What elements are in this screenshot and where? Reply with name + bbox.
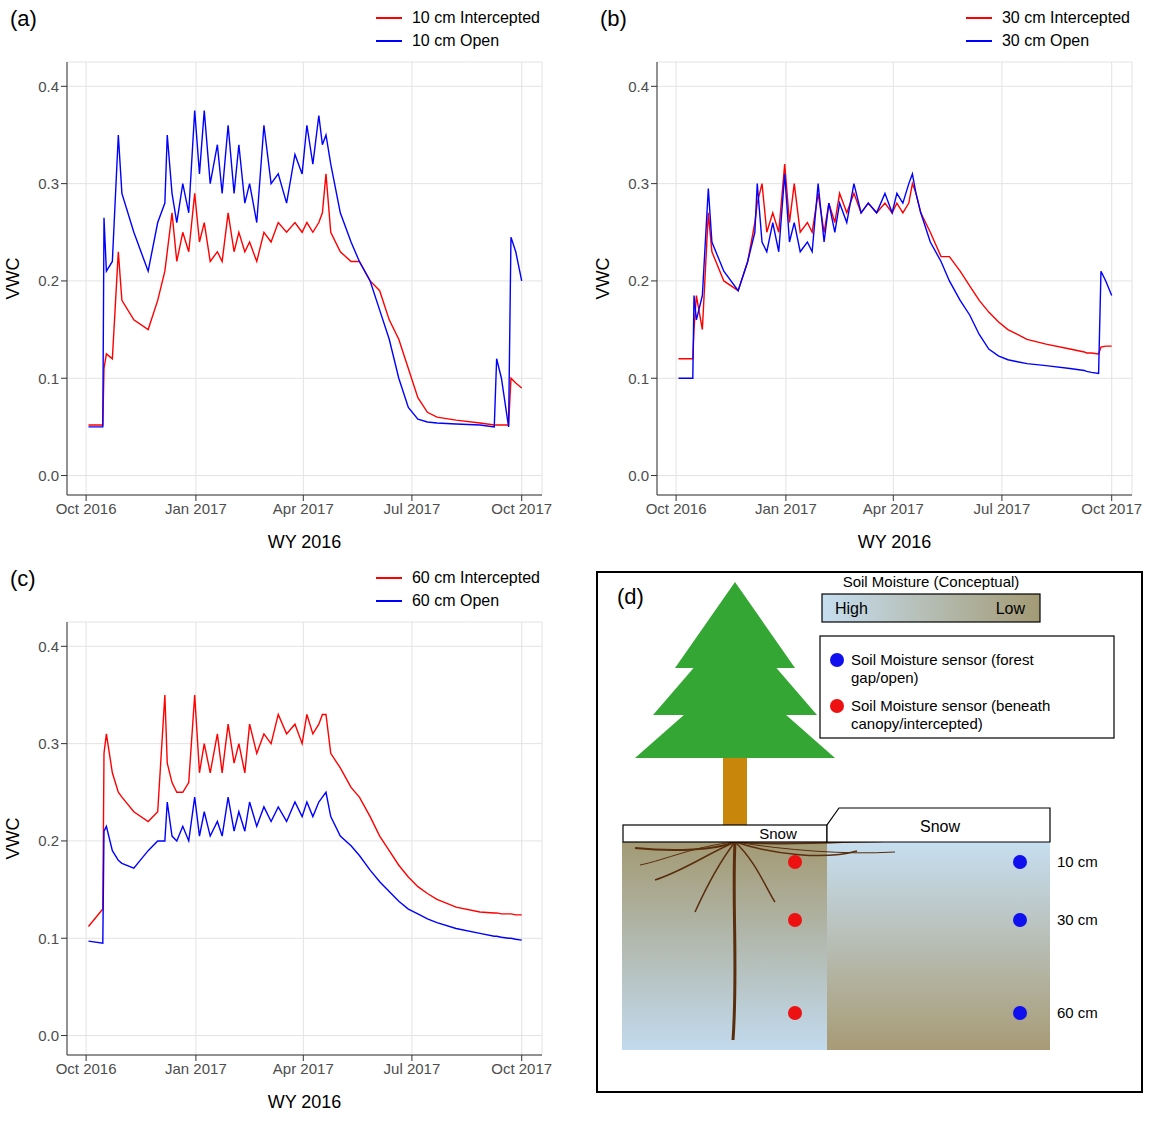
svg-text:Oct 2016: Oct 2016 bbox=[646, 500, 707, 517]
svg-text:Oct 2017: Oct 2017 bbox=[491, 1060, 552, 1077]
svg-text:10 cm: 10 cm bbox=[1057, 853, 1098, 870]
svg-text:WY 2016: WY 2016 bbox=[268, 532, 342, 552]
svg-text:Jan 2017: Jan 2017 bbox=[755, 500, 817, 517]
svg-text:Soil Moisture sensor (forest: Soil Moisture sensor (forest bbox=[851, 651, 1034, 668]
svg-text:Jul 2017: Jul 2017 bbox=[384, 1060, 441, 1077]
svg-text:0.1: 0.1 bbox=[628, 370, 649, 387]
svg-text:0.3: 0.3 bbox=[38, 175, 59, 192]
html-text:60 cm Intercepted: 60 cm Intercepted bbox=[411, 568, 540, 586]
svg-text:VWC: VWC bbox=[3, 258, 23, 300]
svg-text:0.0: 0.0 bbox=[628, 467, 649, 484]
html-text:(a): (a) bbox=[10, 6, 37, 31]
svg-text:Soil Moisture (Conceptual): Soil Moisture (Conceptual) bbox=[843, 573, 1020, 590]
svg-text:0.0: 0.0 bbox=[38, 467, 59, 484]
svg-text:High: High bbox=[835, 600, 868, 617]
html-text:60 cm Open: 60 cm Open bbox=[411, 591, 500, 609]
svg-text:VWC: VWC bbox=[3, 818, 23, 860]
svg-text:Low: Low bbox=[996, 600, 1026, 617]
svg-text:Soil Moisture sensor (beneath: Soil Moisture sensor (beneath bbox=[851, 697, 1050, 714]
svg-text:canopy/intercepted): canopy/intercepted) bbox=[851, 715, 983, 732]
svg-text:Jan 2017: Jan 2017 bbox=[165, 500, 227, 517]
svg-text:WY 2016: WY 2016 bbox=[268, 1092, 342, 1112]
html-text:30 cm Open: 30 cm Open bbox=[1001, 31, 1090, 49]
svg-text:Snow: Snow bbox=[759, 825, 797, 842]
svg-text:0.0: 0.0 bbox=[38, 1027, 59, 1044]
svg-text:Snow: Snow bbox=[920, 818, 960, 835]
svg-text:Apr 2017: Apr 2017 bbox=[273, 500, 334, 517]
svg-text:(d): (d) bbox=[617, 584, 644, 609]
svg-text:0.4: 0.4 bbox=[628, 78, 649, 95]
svg-text:VWC: VWC bbox=[593, 258, 613, 300]
svg-text:0.3: 0.3 bbox=[38, 735, 59, 752]
html-text:(b): (b) bbox=[600, 6, 627, 31]
svg-text:Oct 2017: Oct 2017 bbox=[491, 500, 552, 517]
svg-text:WY 2016: WY 2016 bbox=[858, 532, 932, 552]
svg-text:0.2: 0.2 bbox=[628, 272, 649, 289]
svg-text:0.2: 0.2 bbox=[38, 832, 59, 849]
svg-text:Oct 2016: Oct 2016 bbox=[56, 500, 117, 517]
html-text:10 cm Intercepted: 10 cm Intercepted bbox=[411, 8, 540, 26]
svg-text:30 cm: 30 cm bbox=[1057, 911, 1098, 928]
svg-text:0.1: 0.1 bbox=[38, 930, 59, 947]
html-text:(c): (c) bbox=[10, 566, 36, 591]
svg-text:Jul 2017: Jul 2017 bbox=[974, 500, 1031, 517]
svg-text:0.4: 0.4 bbox=[38, 78, 59, 95]
svg-text:Jan 2017: Jan 2017 bbox=[165, 1060, 227, 1077]
svg-text:60 cm: 60 cm bbox=[1057, 1004, 1098, 1021]
svg-text:Apr 2017: Apr 2017 bbox=[863, 500, 924, 517]
html-text:10 cm Open: 10 cm Open bbox=[411, 31, 500, 49]
svg-text:gap/open): gap/open) bbox=[851, 669, 919, 686]
html-text:30 cm Intercepted: 30 cm Intercepted bbox=[1001, 8, 1130, 26]
svg-text:0.4: 0.4 bbox=[38, 638, 59, 655]
svg-text:Apr 2017: Apr 2017 bbox=[273, 1060, 334, 1077]
svg-text:0.3: 0.3 bbox=[628, 175, 649, 192]
svg-text:Oct 2017: Oct 2017 bbox=[1081, 500, 1142, 517]
svg-text:Oct 2016: Oct 2016 bbox=[56, 1060, 117, 1077]
svg-text:0.1: 0.1 bbox=[38, 370, 59, 387]
svg-text:0.2: 0.2 bbox=[38, 272, 59, 289]
svg-text:Jul 2017: Jul 2017 bbox=[384, 500, 441, 517]
